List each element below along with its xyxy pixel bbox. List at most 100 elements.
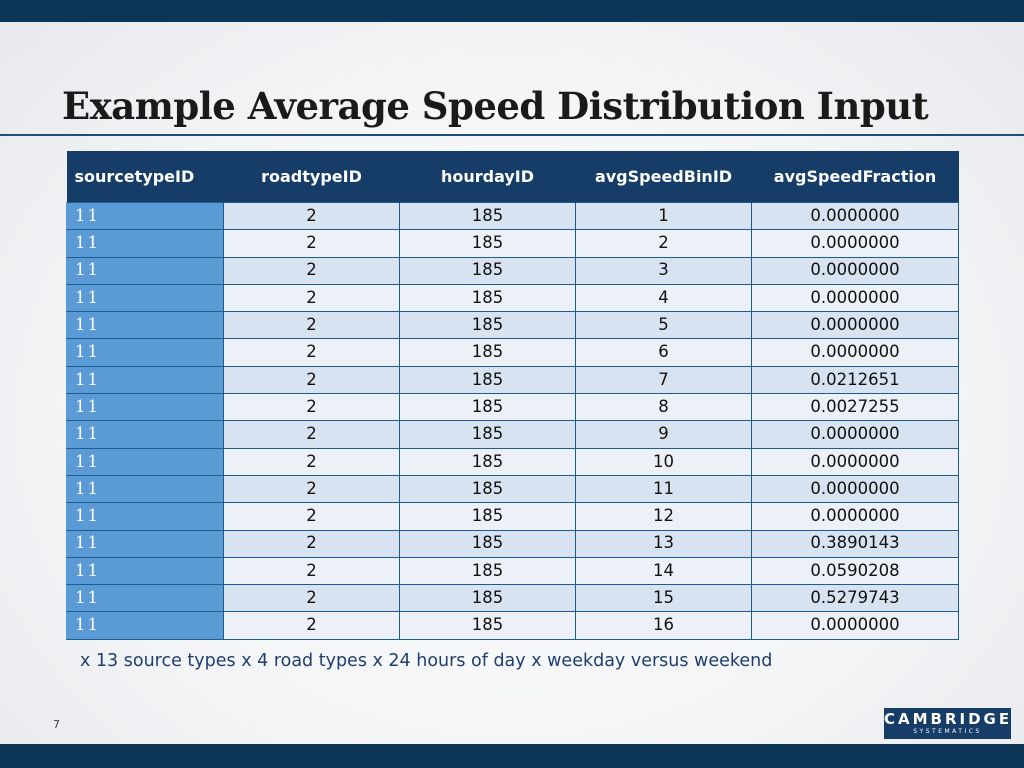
cell-avgspeedfraction: 0.0000000 <box>751 311 959 340</box>
cell-avgspeedfraction: 0.5279743 <box>751 584 959 613</box>
table-row: 11 2 185 4 0.0000000 <box>66 283 959 313</box>
cell-roadtypeid: 2 <box>223 474 400 504</box>
table-header-row: sourcetypeID roadtypeID hourdayID avgSpe… <box>66 151 959 203</box>
cell-sourcetypeid: 11 <box>66 556 224 586</box>
table-row: 11 2 185 8 0.0027255 <box>66 393 959 422</box>
cell-roadtypeid: 2 <box>223 556 400 586</box>
cell-avgspeedbinid: 1 <box>575 201 752 231</box>
cell-roadtypeid: 2 <box>223 201 400 231</box>
cell-roadtypeid: 2 <box>223 338 400 367</box>
cell-avgspeedfraction: 0.0000000 <box>751 201 959 231</box>
cell-avgspeedbinid: 2 <box>575 229 752 258</box>
header-avgspeedfraction: avgSpeedFraction <box>751 151 959 203</box>
table-row: 11 2 185 1 0.0000000 <box>66 201 959 231</box>
cell-sourcetypeid: 11 <box>66 447 224 476</box>
logo-name: CAMBRIDGE <box>884 710 1013 728</box>
cell-hourdayid: 185 <box>399 311 576 340</box>
cell-hourdayid: 185 <box>399 338 576 367</box>
cell-avgspeedbinid: 6 <box>575 338 752 367</box>
bottom-banner <box>0 744 1024 768</box>
cell-sourcetypeid: 11 <box>66 256 224 285</box>
cell-sourcetypeid: 11 <box>66 229 224 258</box>
cell-hourdayid: 185 <box>399 584 576 613</box>
cell-hourdayid: 185 <box>399 529 576 558</box>
cell-avgspeedfraction: 0.0590208 <box>751 556 959 586</box>
cell-sourcetypeid: 11 <box>66 584 224 613</box>
cell-avgspeedfraction: 0.0000000 <box>751 338 959 367</box>
title-divider <box>0 134 1024 136</box>
cell-avgspeedbinid: 12 <box>575 502 752 531</box>
table-row: 11 2 185 14 0.0590208 <box>66 556 959 586</box>
cell-sourcetypeid: 11 <box>66 502 224 531</box>
cell-hourdayid: 185 <box>399 229 576 258</box>
cell-roadtypeid: 2 <box>223 420 400 449</box>
cell-roadtypeid: 2 <box>223 502 400 531</box>
header-sourcetypeid: sourcetypeID <box>66 151 224 203</box>
table-row: 11 2 185 12 0.0000000 <box>66 502 959 531</box>
cell-hourdayid: 185 <box>399 474 576 504</box>
cell-roadtypeid: 2 <box>223 311 400 340</box>
cell-sourcetypeid: 11 <box>66 201 224 231</box>
cell-avgspeedbinid: 9 <box>575 420 752 449</box>
cell-avgspeedfraction: 0.0212651 <box>751 365 959 395</box>
cell-roadtypeid: 2 <box>223 393 400 422</box>
cell-avgspeedfraction: 0.0000000 <box>751 502 959 531</box>
cell-roadtypeid: 2 <box>223 529 400 558</box>
slide-title: Example Average Speed Distribution Input <box>62 84 929 128</box>
table-row: 11 2 185 7 0.0212651 <box>66 365 959 395</box>
table-row: 11 2 185 3 0.0000000 <box>66 256 959 285</box>
cell-avgspeedfraction: 0.0000000 <box>751 474 959 504</box>
cell-hourdayid: 185 <box>399 283 576 313</box>
cell-avgspeedbinid: 10 <box>575 447 752 476</box>
cell-avgspeedbinid: 14 <box>575 556 752 586</box>
cell-avgspeedfraction: 0.0000000 <box>751 447 959 476</box>
top-banner <box>0 0 1024 22</box>
cell-hourdayid: 185 <box>399 365 576 395</box>
cell-roadtypeid: 2 <box>223 229 400 258</box>
cell-avgspeedbinid: 7 <box>575 365 752 395</box>
cell-sourcetypeid: 11 <box>66 338 224 367</box>
cell-sourcetypeid: 11 <box>66 611 224 640</box>
table-row: 11 2 185 10 0.0000000 <box>66 447 959 476</box>
cambridge-systematics-logo: CAMBRIDGE SYSTEMATICS <box>884 708 1011 739</box>
cell-roadtypeid: 2 <box>223 584 400 613</box>
cell-avgspeedfraction: 0.0000000 <box>751 283 959 313</box>
cell-roadtypeid: 2 <box>223 611 400 640</box>
cell-roadtypeid: 2 <box>223 365 400 395</box>
footnote: x 13 source types x 4 road types x 24 ho… <box>80 651 773 671</box>
cell-hourdayid: 185 <box>399 556 576 586</box>
table-row: 11 2 185 16 0.0000000 <box>66 611 959 640</box>
header-avgspeedbinid: avgSpeedBinID <box>575 151 752 203</box>
cell-hourdayid: 185 <box>399 201 576 231</box>
table-row: 11 2 185 11 0.0000000 <box>66 474 959 504</box>
table-row: 11 2 185 5 0.0000000 <box>66 311 959 340</box>
header-roadtypeid: roadtypeID <box>223 151 400 203</box>
table-row: 11 2 185 9 0.0000000 <box>66 420 959 449</box>
cell-sourcetypeid: 11 <box>66 283 224 313</box>
cell-avgspeedfraction: 0.3890143 <box>751 529 959 558</box>
cell-sourcetypeid: 11 <box>66 420 224 449</box>
page-number: 7 <box>53 718 60 731</box>
cell-sourcetypeid: 11 <box>66 311 224 340</box>
cell-hourdayid: 185 <box>399 447 576 476</box>
header-hourdayid: hourdayID <box>399 151 576 203</box>
cell-avgspeedfraction: 0.0000000 <box>751 229 959 258</box>
logo-subtitle: SYSTEMATICS <box>913 728 982 735</box>
cell-avgspeedbinid: 15 <box>575 584 752 613</box>
cell-avgspeedfraction: 0.0000000 <box>751 256 959 285</box>
cell-roadtypeid: 2 <box>223 283 400 313</box>
cell-avgspeedbinid: 5 <box>575 311 752 340</box>
cell-avgspeedbinid: 4 <box>575 283 752 313</box>
table-row: 11 2 185 6 0.0000000 <box>66 338 959 367</box>
cell-roadtypeid: 2 <box>223 256 400 285</box>
cell-avgspeedfraction: 0.0027255 <box>751 393 959 422</box>
cell-avgspeedbinid: 13 <box>575 529 752 558</box>
cell-avgspeedbinid: 8 <box>575 393 752 422</box>
cell-hourdayid: 185 <box>399 611 576 640</box>
cell-hourdayid: 185 <box>399 502 576 531</box>
cell-avgspeedbinid: 16 <box>575 611 752 640</box>
cell-sourcetypeid: 11 <box>66 393 224 422</box>
cell-hourdayid: 185 <box>399 256 576 285</box>
table-row: 11 2 185 2 0.0000000 <box>66 229 959 258</box>
cell-avgspeedfraction: 0.0000000 <box>751 611 959 640</box>
